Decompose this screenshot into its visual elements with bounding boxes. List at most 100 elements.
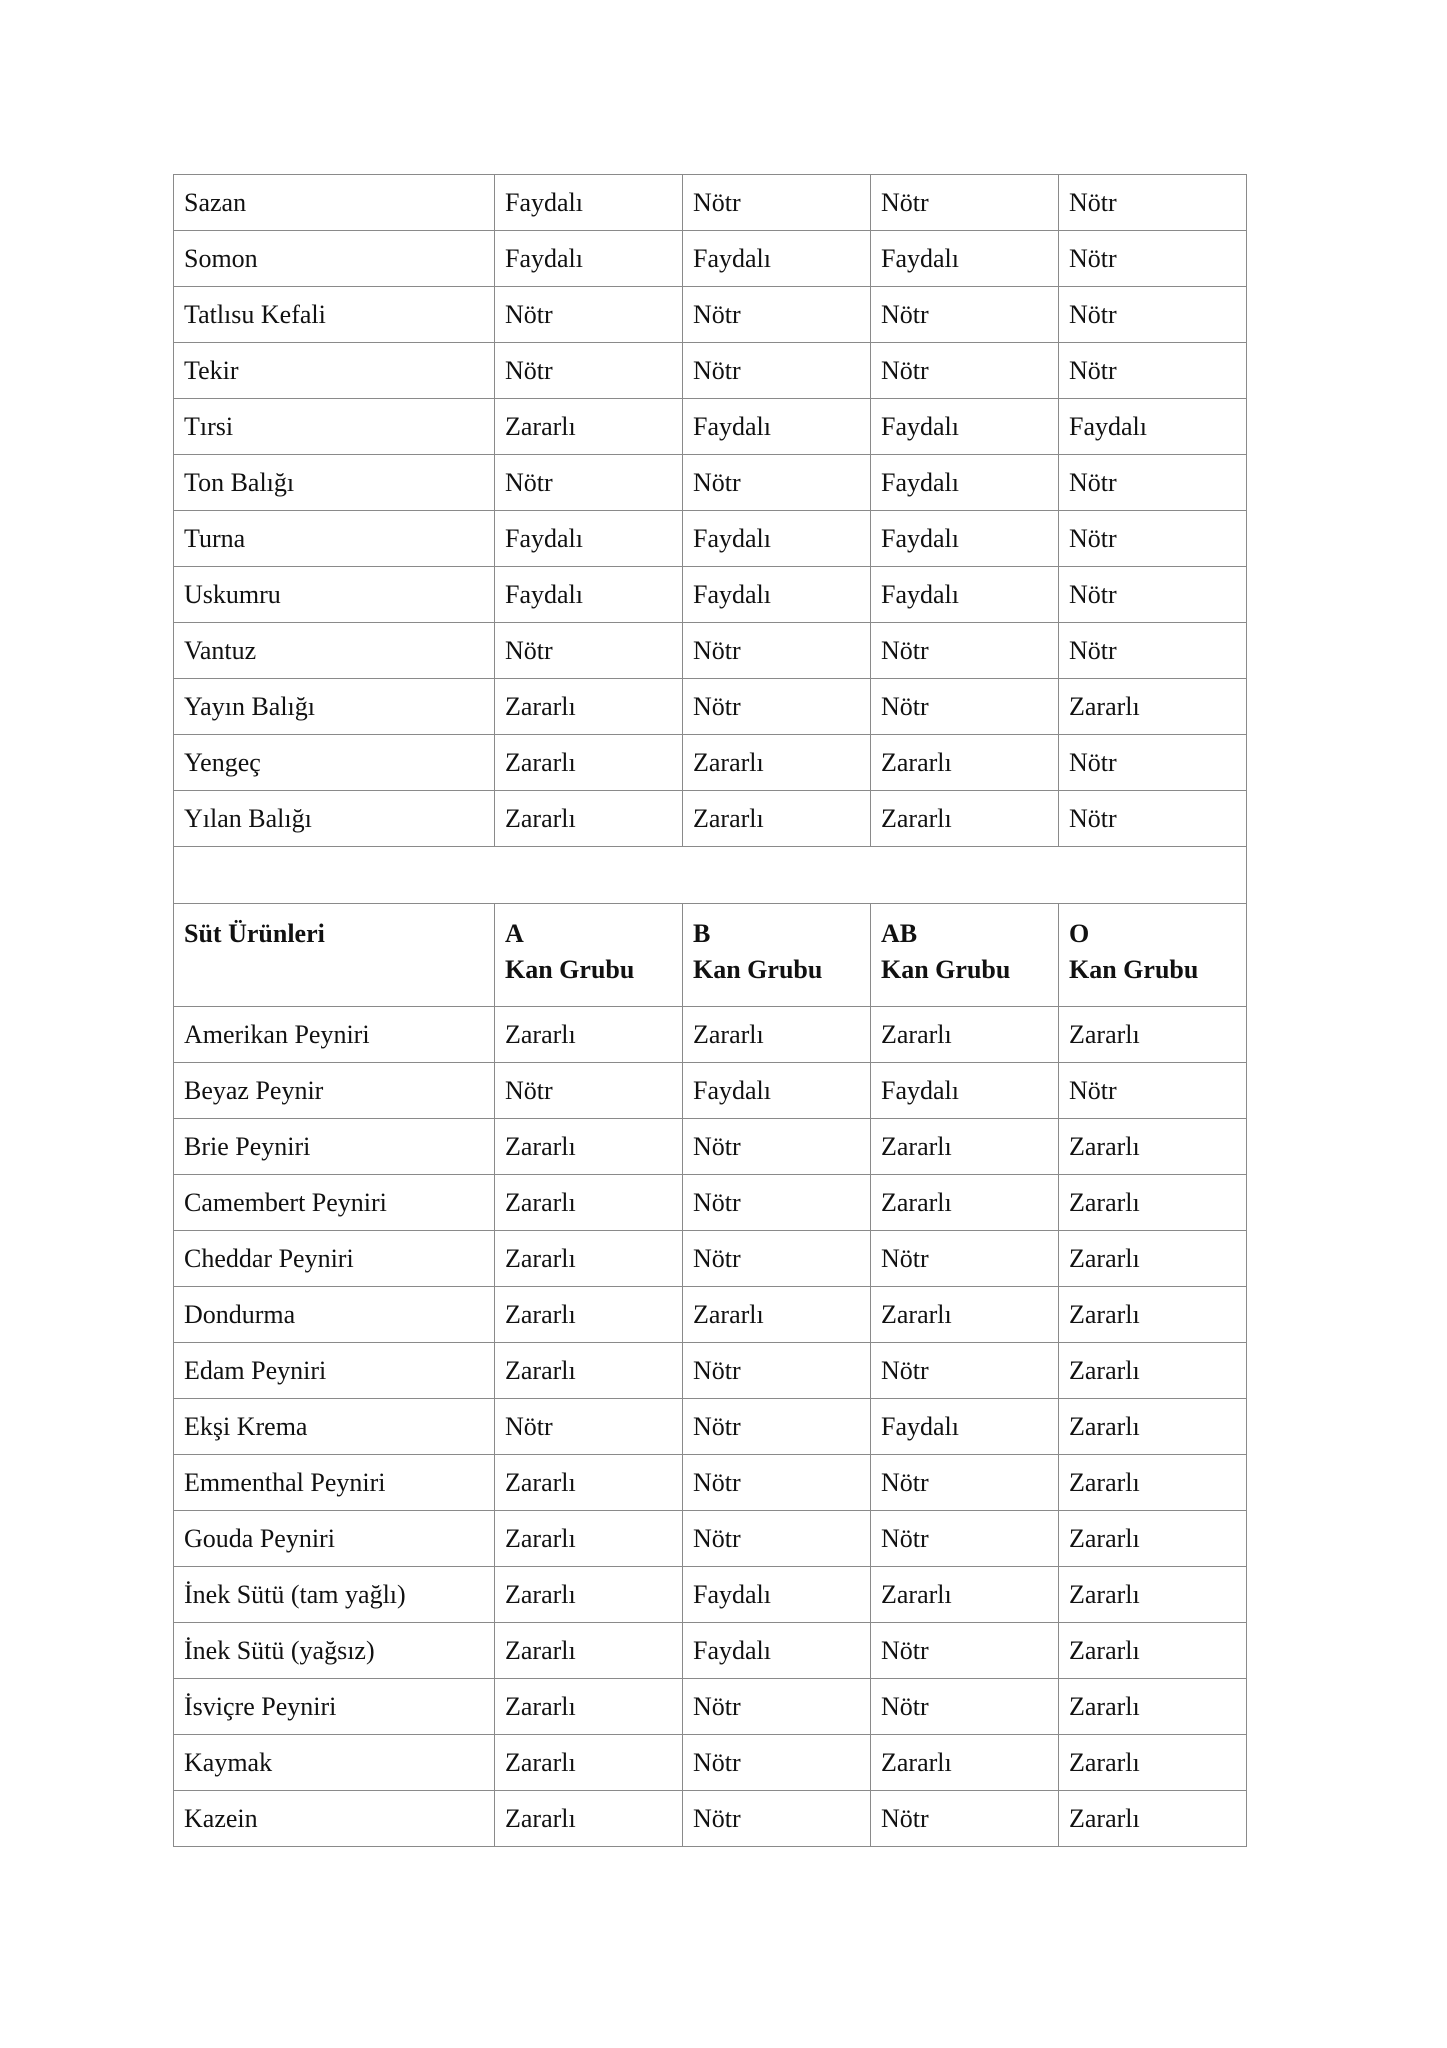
rating-cell: Nötr (1058, 230, 1247, 287)
rating-cell: Nötr (682, 1174, 871, 1231)
table-row: Yayın Balığı Zararlı Nötr Nötr Zararlı (173, 678, 1247, 735)
rating-cell: Zararlı (1058, 1230, 1247, 1287)
rating-cell: Nötr (1058, 286, 1247, 343)
table-row: Amerikan Peyniri Zararlı Zararlı Zararlı Zar… (173, 1006, 1247, 1063)
rating-cell: Faydalı (682, 1062, 871, 1119)
food-name-cell: Camembert Peyniri (173, 1174, 495, 1231)
rating-cell: Zararlı (1058, 1286, 1247, 1343)
rating-cell: Zararlı (494, 1342, 683, 1399)
rating-cell: Zararlı (494, 1286, 683, 1343)
food-name-cell: Yengeç (173, 734, 495, 791)
table-row: Somon Faydalı Faydalı Faydalı Nötr (173, 230, 1247, 287)
rating-cell: Zararlı (870, 1174, 1059, 1231)
table-row: Vantuz Nötr Nötr Nötr Nötr (173, 622, 1247, 679)
rating-cell: Faydalı (682, 566, 871, 623)
rating-cell: Faydalı (870, 1062, 1059, 1119)
group-o-header: O Kan Grubu (1058, 903, 1247, 1007)
spacer-section (173, 846, 1247, 904)
rating-cell: Nötr (682, 622, 871, 679)
table-row: Tatlısu Kefali Nötr Nötr Nötr Nötr (173, 286, 1247, 343)
rating-cell: Nötr (682, 342, 871, 399)
table-row: İnek Sütü (yağsız) Zararlı Faydalı Nötr Zara… (173, 1622, 1247, 1679)
rating-cell: Zararlı (494, 1230, 683, 1287)
rating-cell: Nötr (494, 622, 683, 679)
rating-cell: Zararlı (494, 1118, 683, 1175)
rating-cell: Zararlı (682, 1286, 871, 1343)
group-letter: A (505, 919, 524, 948)
rating-cell: Zararlı (1058, 1510, 1247, 1567)
rating-cell: Zararlı (494, 1790, 683, 1847)
rating-cell: Zararlı (494, 1454, 683, 1511)
food-name-cell: Beyaz Peynir (173, 1062, 495, 1119)
table-row: Uskumru Faydalı Faydalı Faydalı Nötr (173, 566, 1247, 623)
rating-cell: Nötr (870, 1790, 1059, 1847)
rating-cell: Nötr (870, 342, 1059, 399)
food-name-cell: İsviçre Peyniri (173, 1678, 495, 1735)
rating-cell: Nötr (682, 1734, 871, 1791)
rating-cell: Faydalı (494, 174, 683, 231)
rating-cell: Zararlı (494, 790, 683, 847)
food-name-cell: Gouda Peyniri (173, 1510, 495, 1567)
rating-cell: Zararlı (1058, 678, 1247, 735)
group-label: Kan Grubu (505, 955, 635, 984)
table-row: İnek Sütü (tam yağlı) Zararlı Faydalı Zarar… (173, 1566, 1247, 1623)
group-label: Kan Grubu (693, 955, 823, 984)
rating-cell: Faydalı (682, 398, 871, 455)
rating-cell: Faydalı (870, 230, 1059, 287)
food-name-cell: Ekşi Krema (173, 1398, 495, 1455)
category-header: Süt Ürünleri (173, 903, 495, 1007)
group-letter: O (1069, 919, 1090, 948)
rating-cell: Zararlı (1058, 1118, 1247, 1175)
rating-cell: Nötr (682, 1678, 871, 1735)
rating-cell: Zararlı (870, 1734, 1059, 1791)
food-name-cell: Kaymak (173, 1734, 495, 1791)
dairy-rows: Amerikan Peyniri Zararlı Zararlı Zararlı Zar… (173, 1006, 1247, 1847)
rating-cell: Faydalı (870, 510, 1059, 567)
rating-cell: Nötr (682, 454, 871, 511)
rating-cell: Nötr (682, 678, 871, 735)
food-name-cell: Vantuz (173, 622, 495, 679)
rating-cell: Zararlı (494, 1510, 683, 1567)
rating-cell: Zararlı (1058, 1566, 1247, 1623)
food-name-cell: İnek Sütü (tam yağlı) (173, 1566, 495, 1623)
rating-cell: Zararlı (494, 1734, 683, 1791)
food-name-cell: Ton Balığı (173, 454, 495, 511)
rating-cell: Faydalı (870, 1398, 1059, 1455)
rating-cell: Faydalı (682, 510, 871, 567)
rating-cell: Nötr (494, 1062, 683, 1119)
rating-cell: Zararlı (1058, 1454, 1247, 1511)
group-letter: AB (881, 919, 918, 948)
rating-cell: Zararlı (1058, 1342, 1247, 1399)
rating-cell: Zararlı (870, 1566, 1059, 1623)
rating-cell: Nötr (682, 1342, 871, 1399)
rating-cell: Nötr (494, 454, 683, 511)
blood-type-food-table: Sazan Faydalı Nötr Nötr Nötr Somon Faydalı Fayd… (173, 174, 1247, 1847)
rating-cell: Faydalı (494, 230, 683, 287)
table-row: İsviçre Peyniri Zararlı Nötr Nötr Zararlı (173, 1678, 1247, 1735)
rating-cell: Faydalı (1058, 398, 1247, 455)
rating-cell: Zararlı (494, 1566, 683, 1623)
rating-cell: Faydalı (494, 566, 683, 623)
rating-cell: Zararlı (870, 734, 1059, 791)
rating-cell: Nötr (870, 286, 1059, 343)
rating-cell: Nötr (870, 1678, 1059, 1735)
food-name-cell: Tırsi (173, 398, 495, 455)
rating-cell: Nötr (682, 1118, 871, 1175)
table-row: Ekşi Krema Nötr Nötr Faydalı Zararlı (173, 1398, 1247, 1455)
food-name-cell: Dondurma (173, 1286, 495, 1343)
rating-cell: Faydalı (870, 566, 1059, 623)
rating-cell: Zararlı (494, 1622, 683, 1679)
rating-cell: Nötr (682, 1398, 871, 1455)
rating-cell: Nötr (1058, 1062, 1247, 1119)
rating-cell: Nötr (1058, 342, 1247, 399)
table-row: Sazan Faydalı Nötr Nötr Nötr (173, 174, 1247, 231)
rating-cell: Nötr (1058, 734, 1247, 791)
food-name-cell: Tekir (173, 342, 495, 399)
rating-cell: Zararlı (870, 790, 1059, 847)
rating-cell: Zararlı (1058, 1678, 1247, 1735)
rating-cell: Faydalı (870, 398, 1059, 455)
food-name-cell: Cheddar Peyniri (173, 1230, 495, 1287)
rating-cell: Nötr (870, 1510, 1059, 1567)
rating-cell: Zararlı (1058, 1006, 1247, 1063)
table-row: Turna Faydalı Faydalı Faydalı Nötr (173, 510, 1247, 567)
